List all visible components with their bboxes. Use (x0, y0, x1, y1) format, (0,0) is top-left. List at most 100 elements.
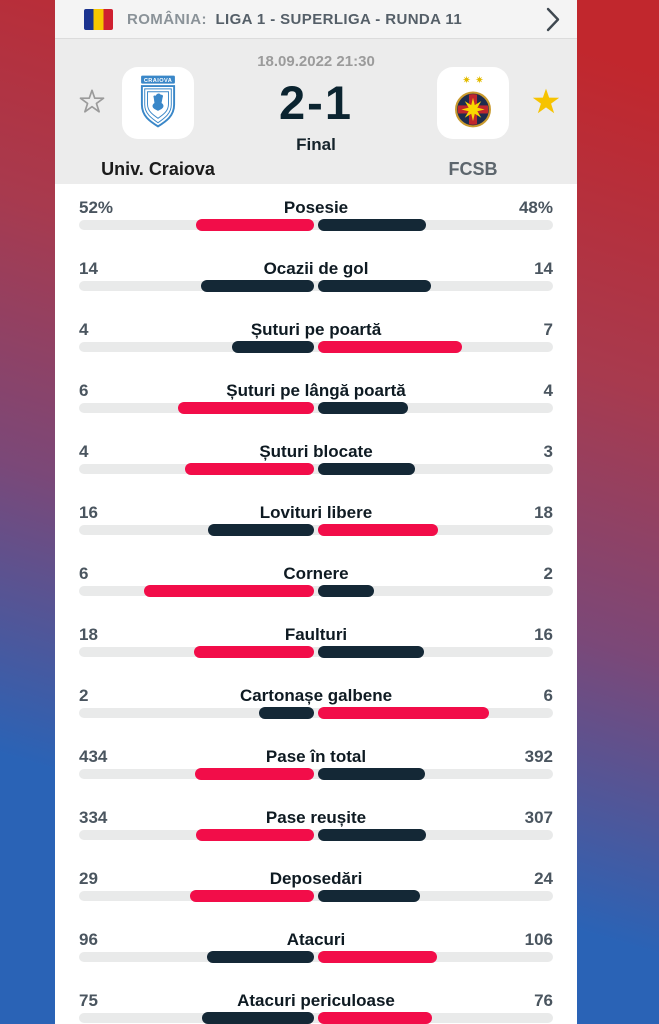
stat-bar-home (194, 646, 314, 658)
stat-bar-away (318, 1012, 432, 1024)
stat-label: Lovituri libere (259, 503, 373, 522)
stat-bar (79, 951, 553, 963)
stat-label: Șuturi pe lângă poartă (226, 381, 406, 400)
match-card: ROMÂNIA: LIGA 1 - SUPERLIGA - RUNDA 11 1… (55, 0, 577, 1024)
stat-away-value: 307 (524, 808, 553, 827)
stat-row: 434 Pase în total 392 (79, 746, 553, 780)
stat-row: 52% Posesie 48% (79, 197, 553, 231)
stat-bar-away (318, 829, 427, 841)
stat-bar-home (258, 707, 314, 719)
stat-bar-home (206, 951, 314, 963)
league-country-label: ROMÂNIA: (127, 10, 207, 28)
stat-away-value: 3 (543, 442, 553, 461)
stat-away-value: 4 (543, 381, 553, 400)
stat-row: 18 Faulturi 16 (79, 624, 553, 658)
stat-row: 6 Șuturi pe lângă poartă 4 (79, 380, 553, 414)
league-header[interactable]: ROMÂNIA: LIGA 1 - SUPERLIGA - RUNDA 11 (55, 0, 577, 39)
stat-row: 334 Pase reușite 307 (79, 807, 553, 841)
stat-bar-away (318, 707, 489, 719)
stat-bar (79, 646, 553, 658)
favorite-star-filled-icon[interactable] (530, 86, 562, 123)
stat-bar (79, 829, 553, 841)
stat-label: Posesie (283, 198, 349, 217)
stat-bar-home (178, 402, 314, 414)
stat-bar-track (79, 525, 553, 535)
stat-bar-track (79, 952, 553, 962)
stat-home-value: 14 (79, 259, 98, 278)
stat-label: Atacuri periculoase (237, 991, 395, 1010)
stat-row: 16 Lovituri libere 18 (79, 502, 553, 536)
match-score: 2-1 (279, 76, 353, 129)
favorite-star-outline-icon[interactable] (78, 88, 106, 121)
romania-flag-icon (84, 8, 113, 30)
stat-home-value: 75 (79, 991, 98, 1010)
stat-bar (79, 768, 553, 780)
stat-label: Deposedări (269, 869, 363, 888)
stat-away-value: 6 (543, 686, 553, 705)
fcsb-badge[interactable] (437, 67, 509, 139)
stat-bar-track (79, 403, 553, 413)
stat-away-value: 76 (534, 991, 553, 1010)
craiova-badge[interactable]: CRAIOVA (122, 67, 194, 139)
stat-label: Pase reușite (265, 808, 367, 827)
stat-bar (79, 463, 553, 475)
stat-row: 29 Deposedări 24 (79, 868, 553, 902)
stat-bar-home (207, 524, 314, 536)
league-competition-label: LIGA 1 - SUPERLIGA - RUNDA 11 (215, 10, 463, 28)
stat-bar-away (318, 890, 421, 902)
stat-home-value: 4 (79, 320, 89, 339)
stat-home-value: 6 (79, 381, 89, 400)
stat-bar-home (196, 829, 314, 841)
stat-bar-track (79, 891, 553, 901)
stat-bar-away (318, 585, 374, 597)
scoreboard: 18.09.2022 21:30 2-1 Final CRAIOVA (55, 39, 577, 184)
stat-bar (79, 280, 553, 292)
stat-bar-home (201, 1012, 314, 1024)
stat-label: Atacuri (286, 930, 346, 949)
stat-away-value: 16 (534, 625, 553, 644)
stat-bar-home (195, 768, 314, 780)
stat-bar-track (79, 769, 553, 779)
stat-bar (79, 1012, 553, 1024)
stat-bar-track (79, 342, 553, 352)
stat-bar-track (79, 464, 553, 474)
stat-bar (79, 219, 553, 231)
stat-home-value: 2 (79, 686, 89, 705)
stat-bar (79, 341, 553, 353)
stat-bar-track (79, 1013, 553, 1023)
stat-home-value: 29 (79, 869, 98, 888)
stat-row: 14 Ocazii de gol 14 (79, 258, 553, 292)
stat-bar-away (318, 951, 437, 963)
stat-label: Cornere (283, 564, 349, 583)
stat-label: Pase în total (265, 747, 367, 766)
stat-bar-track (79, 220, 553, 230)
stat-bar (79, 890, 553, 902)
stat-bar-home (143, 585, 314, 597)
stat-bar-home (184, 463, 314, 475)
stat-bar-away (318, 463, 415, 475)
chevron-right-icon[interactable] (545, 6, 561, 38)
stat-label: Faulturi (284, 625, 348, 644)
stat-bar (79, 707, 553, 719)
stat-bar-home (190, 890, 314, 902)
stat-away-value: 18 (534, 503, 553, 522)
stat-row: 2 Cartonașe galbene 6 (79, 685, 553, 719)
match-status: Final (296, 135, 336, 154)
stat-bar-away (318, 341, 463, 353)
stat-row: 4 Șuturi pe poartă 7 (79, 319, 553, 353)
stat-bar-track (79, 708, 553, 718)
stat-bar-track (79, 586, 553, 596)
stat-bar-home (196, 219, 314, 231)
away-team-name[interactable]: FCSB (448, 159, 498, 179)
stats-list: 52% Posesie 48% 14 Ocazii de gol 14 4 Șu… (55, 184, 577, 1024)
stat-away-value: 48% (518, 198, 553, 217)
stat-bar-home (232, 341, 314, 353)
stat-bar-away (318, 219, 427, 231)
home-team-name[interactable]: Univ. Craiova (101, 159, 215, 179)
stat-away-value: 14 (534, 259, 553, 278)
stat-bar-away (318, 768, 426, 780)
stat-home-value: 52% (79, 198, 114, 217)
stat-row: 75 Atacuri periculoase 76 (79, 990, 553, 1024)
stat-label: Cartonașe galbene (239, 686, 393, 705)
stat-row: 6 Cornere 2 (79, 563, 553, 597)
